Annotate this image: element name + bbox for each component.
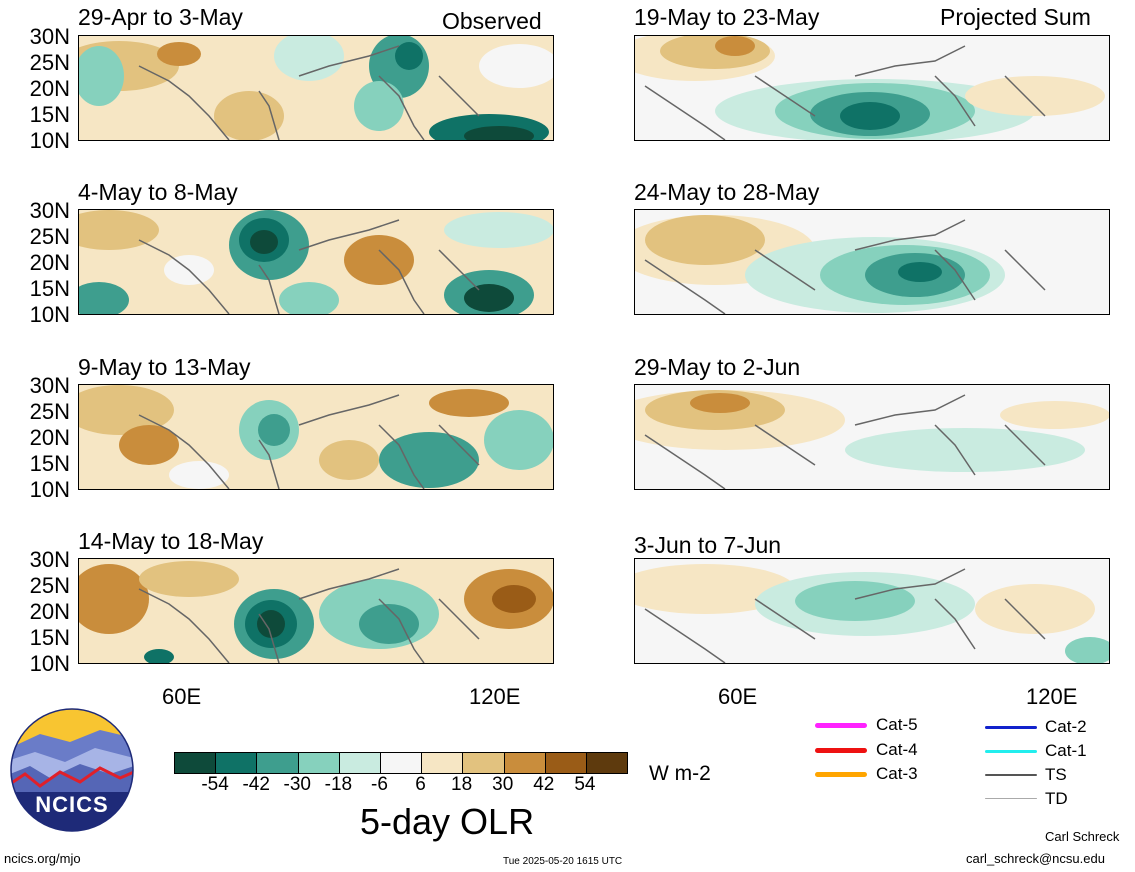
olr-map bbox=[78, 35, 554, 141]
lat-tick: 30N bbox=[2, 200, 70, 222]
olr-map-svg bbox=[635, 385, 1109, 489]
colorbar-swatch bbox=[545, 753, 586, 773]
panel-title: 29-Apr to 3-May bbox=[78, 5, 243, 29]
olr-map-svg bbox=[635, 559, 1109, 663]
panel-title: 4-May to 8-May bbox=[78, 180, 238, 204]
lat-tick: 20N bbox=[2, 78, 70, 100]
colorbar-units: W m-2 bbox=[649, 762, 711, 786]
legend-label-cat4: Cat-4 bbox=[876, 741, 918, 759]
olr-map-svg bbox=[79, 559, 553, 663]
colorbar-swatch bbox=[215, 753, 256, 773]
lat-tick: 30N bbox=[2, 26, 70, 48]
observed-label: Observed bbox=[442, 9, 542, 33]
colorbar-tick-label: 18 bbox=[442, 775, 482, 795]
lat-tick: 20N bbox=[2, 601, 70, 623]
panel-title: 3-Jun to 7-Jun bbox=[634, 533, 781, 557]
legend-line-cat2 bbox=[985, 726, 1037, 729]
legend-label-cat1: Cat-1 bbox=[1045, 742, 1087, 760]
olr-map bbox=[634, 384, 1110, 490]
olr-map-svg bbox=[79, 385, 553, 489]
footer-url[interactable]: ncics.org/mjo bbox=[4, 852, 81, 866]
colorbar-tick-label: 54 bbox=[565, 775, 605, 795]
colorbar-tick-label: -18 bbox=[318, 775, 358, 795]
colorbar-swatch bbox=[504, 753, 545, 773]
lat-tick: 20N bbox=[2, 252, 70, 274]
lon-tick: 60E bbox=[162, 686, 201, 708]
colorbar-title: 5-day OLR bbox=[360, 802, 534, 842]
panel-title: 29-May to 2-Jun bbox=[634, 355, 800, 379]
lat-tick: 25N bbox=[2, 401, 70, 423]
lat-tick: 15N bbox=[2, 453, 70, 475]
panel-title: 24-May to 28-May bbox=[634, 180, 819, 204]
colorbar-tick-label: -54 bbox=[195, 775, 235, 795]
lon-tick: 120E bbox=[469, 686, 520, 708]
lat-tick: 10N bbox=[2, 130, 70, 152]
lat-tick: 30N bbox=[2, 375, 70, 397]
lat-tick: 20N bbox=[2, 427, 70, 449]
legend-label-td: TD bbox=[1045, 790, 1068, 808]
logo-text: NCICS bbox=[10, 792, 134, 818]
colorbar-swatch bbox=[462, 753, 503, 773]
olr-map bbox=[78, 558, 554, 664]
lat-tick: 15N bbox=[2, 104, 70, 126]
olr-map-svg bbox=[79, 36, 553, 140]
legend-line-cat1 bbox=[985, 750, 1037, 753]
panel-title: 19-May to 23-May bbox=[634, 5, 819, 29]
colorbar-swatch bbox=[586, 753, 627, 773]
lat-tick: 25N bbox=[2, 52, 70, 74]
legend-line-td bbox=[985, 798, 1037, 799]
lat-tick: 25N bbox=[2, 575, 70, 597]
lat-tick: 10N bbox=[2, 653, 70, 675]
lat-tick: 15N bbox=[2, 627, 70, 649]
panel-title: 9-May to 13-May bbox=[78, 355, 251, 379]
legend-line-cat5 bbox=[815, 723, 867, 728]
olr-map bbox=[634, 558, 1110, 664]
ncics-logo: NCICS bbox=[10, 708, 134, 832]
colorbar-tick-label: 6 bbox=[401, 775, 441, 795]
colorbar-tick-label: 30 bbox=[483, 775, 523, 795]
lon-tick: 120E bbox=[1026, 686, 1077, 708]
legend-label-ts: TS bbox=[1045, 766, 1067, 784]
panel-title: 14-May to 18-May bbox=[78, 529, 263, 553]
olr-map bbox=[634, 209, 1110, 315]
colorbar-tick-label: 42 bbox=[524, 775, 564, 795]
colorbar-tick-label: -42 bbox=[236, 775, 276, 795]
olr-map-svg bbox=[635, 210, 1109, 314]
colorbar-swatch bbox=[421, 753, 462, 773]
legend-label-cat2: Cat-2 bbox=[1045, 718, 1087, 736]
footer-author: Carl Schreck bbox=[1045, 830, 1119, 844]
legend-line-ts bbox=[985, 774, 1037, 776]
lat-tick: 10N bbox=[2, 479, 70, 501]
legend-line-cat3 bbox=[815, 772, 867, 777]
olr-map bbox=[634, 35, 1110, 141]
olr-map-svg bbox=[635, 36, 1109, 140]
lat-tick: 25N bbox=[2, 226, 70, 248]
colorbar-swatch bbox=[339, 753, 380, 773]
lon-tick: 60E bbox=[718, 686, 757, 708]
olr-map bbox=[78, 209, 554, 315]
legend-label-cat5: Cat-5 bbox=[876, 716, 918, 734]
colorbar-swatch bbox=[298, 753, 339, 773]
olr-map-svg bbox=[79, 210, 553, 314]
colorbar-swatch bbox=[380, 753, 421, 773]
lat-tick: 30N bbox=[2, 549, 70, 571]
colorbar-tick-label: -6 bbox=[359, 775, 399, 795]
lat-tick: 15N bbox=[2, 278, 70, 300]
colorbar-swatch bbox=[256, 753, 297, 773]
footer-email[interactable]: carl_schreck@ncsu.edu bbox=[966, 852, 1105, 866]
colorbar-swatch bbox=[175, 753, 215, 773]
legend-label-cat3: Cat-3 bbox=[876, 765, 918, 783]
lat-tick: 10N bbox=[2, 304, 70, 326]
footer-timestamp: Tue 2025-05-20 1615 UTC bbox=[503, 855, 622, 869]
colorbar-tick-label: -30 bbox=[277, 775, 317, 795]
olr-map bbox=[78, 384, 554, 490]
colorbar bbox=[174, 752, 628, 774]
legend-line-cat4 bbox=[815, 748, 867, 753]
projected-label: Projected Sum bbox=[940, 5, 1091, 29]
